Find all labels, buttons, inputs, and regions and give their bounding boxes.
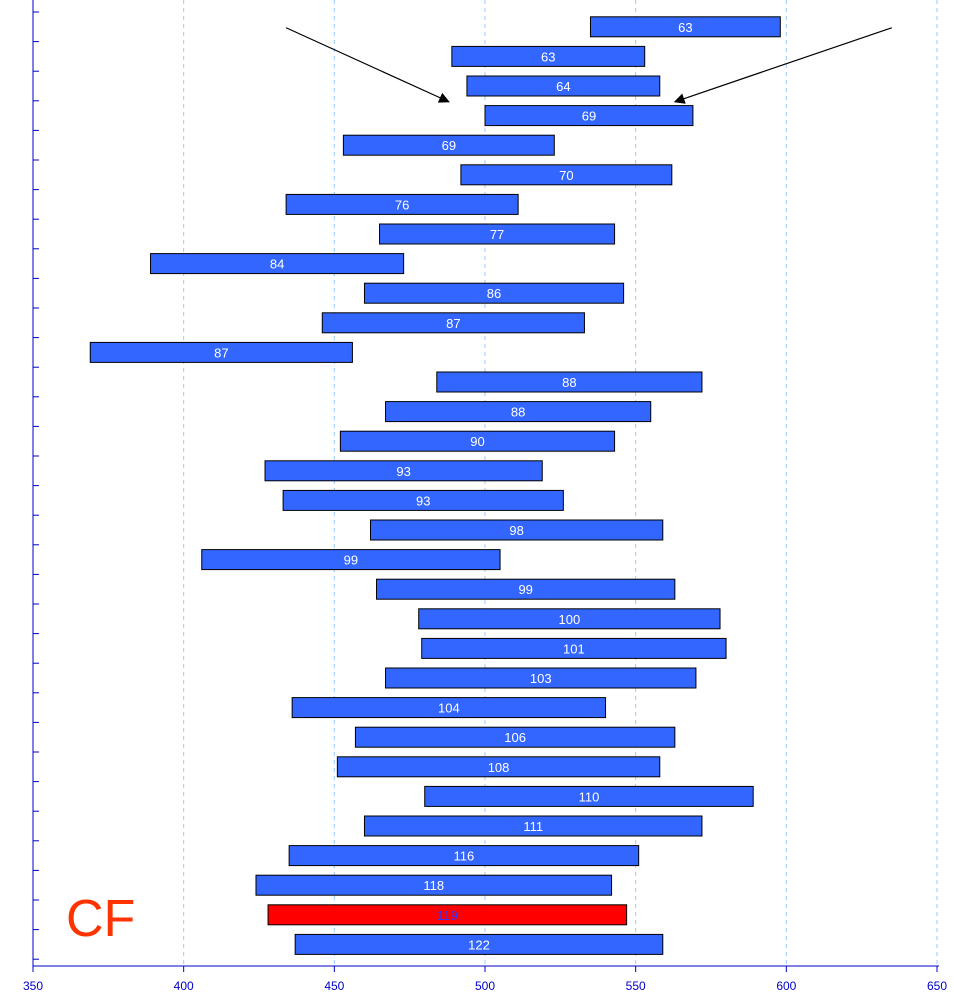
bar-label: 69 (442, 138, 456, 153)
bar-label: 69 (582, 109, 596, 124)
bar-label: 100 (559, 612, 581, 627)
bar (336, 756, 661, 778)
bar (424, 785, 754, 807)
bar-label: 104 (438, 701, 460, 716)
bar (379, 223, 616, 245)
bar-label: 87 (214, 345, 228, 360)
bar (321, 312, 585, 334)
bar-label: 84 (270, 257, 284, 272)
bar (466, 75, 661, 97)
bar (89, 341, 353, 363)
bar (369, 519, 664, 541)
bar-label: 88 (562, 375, 576, 390)
bar (339, 430, 616, 452)
bar (460, 164, 673, 186)
arrow-2 (673, 27, 892, 104)
arrow-1 (285, 27, 450, 103)
bar (385, 401, 652, 423)
bar-label: 122 (468, 937, 490, 952)
cf-annotation-label: CF (66, 890, 135, 948)
x-tick-label-450: 450 (324, 979, 344, 993)
bar (291, 697, 607, 719)
bar-label: 63 (541, 49, 555, 64)
bar (451, 45, 646, 67)
bar (285, 193, 519, 215)
x-tick-label-650: 650 (927, 979, 947, 993)
x-tick-label-500: 500 (475, 979, 495, 993)
bar-label: 111 (523, 819, 543, 834)
bar-label: 64 (556, 79, 570, 94)
bar (255, 874, 613, 896)
bar-label: 108 (488, 760, 510, 775)
bar-label: 88 (511, 405, 525, 420)
bar (418, 608, 721, 630)
highlighted-bar (267, 904, 628, 926)
bar (288, 845, 640, 867)
bar-label: 106 (504, 730, 526, 745)
bar-label: 101 (563, 641, 585, 656)
bar-label: 116 (454, 849, 475, 864)
vertical-gridlines (183, 0, 938, 966)
bar (150, 253, 405, 275)
x-tick-label-400: 400 (174, 979, 194, 993)
annotations: CF (66, 27, 892, 948)
bar (436, 371, 703, 393)
x-tick-label-550: 550 (626, 979, 646, 993)
bar-label: 87 (446, 316, 460, 331)
bar-label: 76 (395, 197, 409, 212)
bar-label: 103 (530, 671, 552, 686)
bar-label: 110 (579, 789, 600, 804)
bar-label: 90 (470, 434, 484, 449)
bar (484, 105, 694, 127)
axes: 350 400 450 500 550 600 650 (23, 0, 947, 993)
bar-label: 93 (396, 464, 410, 479)
bar-label: 118 (423, 878, 444, 893)
x-tick-label-600: 600 (776, 979, 796, 993)
bar-label: 86 (487, 286, 501, 301)
bar (282, 489, 564, 511)
bar-label: 99 (518, 582, 532, 597)
bar (294, 933, 664, 955)
bar (363, 815, 703, 837)
bar-group: 6363646969707677848687878888909393989999… (89, 16, 781, 955)
bar (363, 282, 625, 304)
bar (589, 16, 781, 38)
bar-label: 63 (678, 20, 692, 35)
bar-label: 70 (559, 168, 573, 183)
bar-label: 93 (416, 493, 430, 508)
bar (421, 637, 727, 659)
bar (201, 549, 501, 571)
bar (342, 134, 555, 156)
bar (385, 667, 697, 689)
bar-label: 119 (437, 908, 458, 923)
bar-label: 77 (490, 227, 504, 242)
bar (376, 578, 676, 600)
bar (264, 460, 543, 482)
bar (354, 726, 676, 748)
bar-label: 99 (344, 553, 358, 568)
x-tick-label-350: 350 (23, 979, 43, 993)
bar-label: 98 (509, 523, 523, 538)
